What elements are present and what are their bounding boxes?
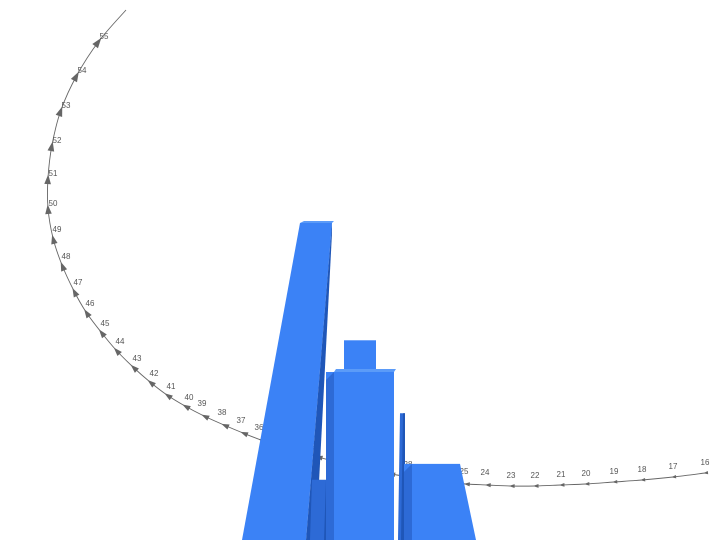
bars [242, 221, 476, 540]
axis-tick-marker [60, 261, 68, 272]
axis-tick-label: 52 [53, 136, 62, 145]
axis-tick-label: 22 [531, 471, 540, 480]
axis-tick-label: 54 [78, 66, 87, 75]
axis-tick-marker [484, 483, 491, 488]
axis-tick-label: 41 [167, 382, 176, 391]
axis-tick-marker [55, 106, 63, 118]
axis-tick-label: 37 [237, 416, 246, 425]
axis-tick-marker [98, 329, 107, 339]
axis-tick-label: 21 [557, 470, 566, 479]
axis-tick-marker [164, 393, 173, 401]
axis-tick-label: 43 [133, 354, 142, 363]
axis-tick-marker [130, 364, 139, 373]
axis-tick-marker [201, 414, 210, 421]
axis-tick-marker [45, 204, 52, 215]
axis-tick-marker [84, 309, 92, 319]
axis-tick-label: 48 [62, 252, 71, 261]
axis-tick-label: 38 [218, 408, 227, 417]
axis-tick-label: 18 [638, 465, 647, 474]
axis-tick-marker [72, 287, 80, 298]
axis-tick-marker [182, 404, 191, 411]
axis-tick-label: 55 [100, 32, 109, 41]
bar-a [242, 221, 334, 540]
axis-tick-label: 49 [53, 225, 62, 234]
axis-tick-marker [92, 37, 102, 49]
axis-tick-marker [640, 477, 646, 482]
axis-tick-label: 50 [49, 199, 58, 208]
axis-tick-label: 46 [86, 299, 95, 308]
axis-tick-marker [70, 71, 79, 83]
axis-tick-marker [532, 483, 539, 488]
axis-tick-marker [558, 482, 565, 487]
axis-tick-marker [44, 174, 51, 185]
axis-tick-marker [47, 141, 55, 152]
axis-tick-marker [703, 470, 709, 475]
bar-d [326, 368, 396, 540]
axis-tick-marker [147, 379, 156, 388]
axis-tick-label: 23 [507, 471, 516, 480]
axis-tick-label: 25 [460, 467, 469, 476]
axis-tick-label: 40 [185, 393, 194, 402]
axis-tick-label: 20 [582, 469, 591, 478]
axis-tick-label: 42 [150, 369, 159, 378]
axis-tick-marker [51, 234, 58, 245]
axis-tick-marker [113, 347, 122, 357]
axis-tick-label: 17 [669, 462, 678, 471]
axis-tick-marker [221, 423, 230, 430]
axis-tick-label: 16 [701, 458, 710, 467]
axis-tick-label: 53 [62, 101, 71, 110]
axis-tick-marker [583, 481, 590, 486]
bar-e [398, 413, 405, 540]
axis-tick-label: 47 [74, 278, 83, 287]
axis-tick-marker [240, 431, 249, 438]
axis-tick-marker [508, 484, 515, 489]
axis-tick-label: 24 [481, 468, 490, 477]
axis-tick-label: 45 [101, 319, 110, 328]
axis-tick-label: 19 [610, 467, 619, 476]
axis-tick-label: 51 [49, 169, 58, 178]
axis-tick-marker [612, 479, 618, 484]
axis-tick-label: 44 [116, 337, 125, 346]
axis-tick-marker [671, 474, 677, 479]
bar-f [404, 463, 476, 540]
bar-b [310, 479, 328, 540]
axis-tick-label: 36 [255, 423, 264, 432]
axis-tick-label: 39 [198, 399, 207, 408]
axis-tick-marker [463, 482, 470, 487]
